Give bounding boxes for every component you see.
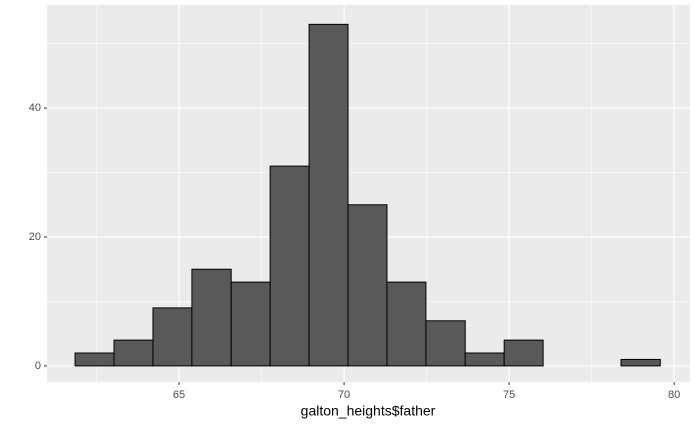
x-tick-label: 65 xyxy=(173,389,185,401)
x-tick-label: 70 xyxy=(338,389,350,401)
bar xyxy=(113,339,154,367)
x-axis-title: galton_heights$father xyxy=(301,403,436,419)
bar xyxy=(74,352,115,367)
bar xyxy=(425,320,466,367)
x-tick-label: 80 xyxy=(668,389,680,401)
bar xyxy=(230,281,271,367)
bar xyxy=(308,23,349,367)
bar xyxy=(191,268,232,367)
bar xyxy=(464,352,505,367)
bar xyxy=(269,165,310,367)
bar xyxy=(620,358,661,367)
bar xyxy=(503,339,544,367)
bar xyxy=(386,281,427,367)
bar xyxy=(152,307,193,367)
y-tick-label: 20 xyxy=(29,231,41,243)
y-tick-label: 40 xyxy=(29,102,41,114)
x-tick-label: 75 xyxy=(503,389,515,401)
bar xyxy=(347,204,388,367)
y-tick-label: 0 xyxy=(35,360,41,372)
